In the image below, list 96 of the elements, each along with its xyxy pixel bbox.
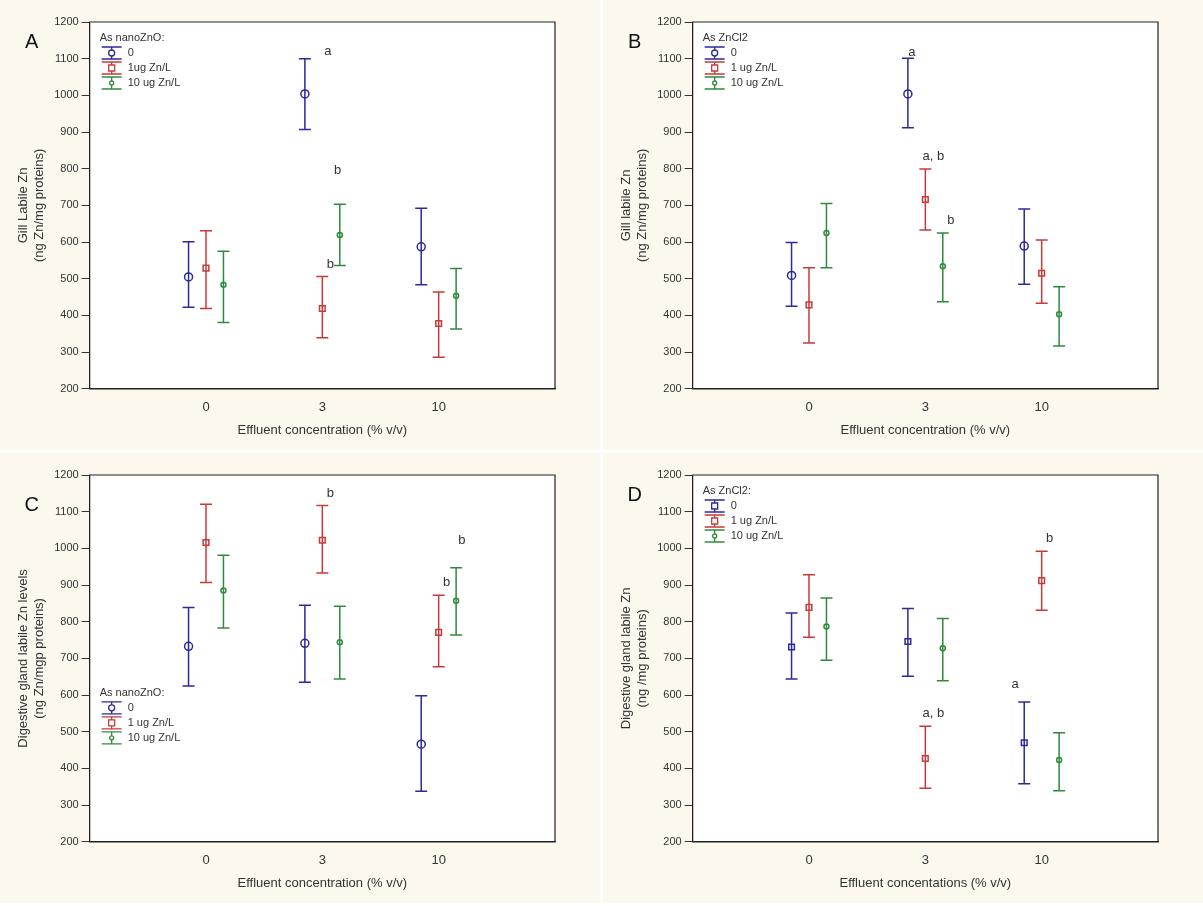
legend-label: 10 ug Zn/L (127, 730, 181, 743)
annotation: b (1046, 530, 1054, 546)
legend-label: 0 (730, 46, 737, 59)
x-axis-title: Effluent concentations (% v/v) (839, 874, 1012, 890)
y-tick-label: 1000 (54, 88, 79, 101)
y-tick-label: 1200 (54, 468, 79, 481)
x-tick-label: 3 (921, 852, 929, 868)
x-tick-label: 3 (318, 399, 326, 415)
y-tick-label: 700 (60, 651, 79, 664)
legend-title: As nanoZnO: (99, 31, 165, 44)
y-tick-label: 300 (663, 798, 682, 811)
y-tick-label: 800 (60, 614, 79, 627)
y-tick-label: 300 (60, 345, 79, 358)
legend-label: 10 ug Zn/L (730, 76, 784, 89)
y-tick-label: 1100 (658, 504, 682, 517)
x-axis-title: Effluent concentration (% v/v) (840, 421, 1011, 437)
x-tick-label: 3 (921, 399, 929, 415)
y-tick-label: 200 (60, 834, 79, 847)
text: C (24, 492, 39, 515)
y-tick-label: 800 (60, 161, 79, 174)
y-tick-label: 1100 (55, 51, 79, 64)
legend-title: As ZnCl2 (702, 31, 748, 44)
y-tick-label: 300 (60, 798, 79, 811)
y-tick-label: 1200 (657, 468, 682, 481)
chart-title: B (628, 29, 642, 52)
annotation: a, b (922, 148, 945, 164)
x-tick-label: 0 (805, 399, 813, 415)
y-tick-label: 200 (60, 381, 79, 394)
y-tick-label: 700 (60, 198, 79, 211)
y-tick-label: 1100 (55, 504, 79, 517)
y-axis-title: Digestive gland labile Zn levels (ng Zn/mgp proteins) (15, 568, 46, 748)
legend-label: 0 (127, 46, 134, 59)
y-tick-label: 600 (60, 235, 79, 248)
y-tick-label: 600 (663, 688, 682, 701)
legend-label: 10 ug Zn/L (730, 529, 784, 542)
legend-label: 1 ug Zn/L (730, 514, 778, 527)
y-tick-label: 500 (663, 724, 682, 737)
y-tick-label: 700 (663, 198, 682, 211)
y-tick-label: 1100 (658, 51, 682, 64)
y-tick-label: 600 (60, 688, 79, 701)
x-tick-label: 0 (805, 852, 813, 868)
y-axis-title: Digestive gland labile Zn (ng /mg proteins) (618, 587, 649, 730)
x-axis-title: Effluent concentration (% v/v) (237, 421, 408, 437)
chart-title: A (25, 29, 39, 52)
legend-label: 10 ug Zn/L (127, 76, 181, 89)
annotation: b (334, 162, 342, 178)
legend-title: As ZnCl2: (702, 484, 751, 497)
legend-label: 0 (730, 499, 737, 512)
y-tick-label: 1200 (54, 15, 79, 28)
x-tick-label: 10 (431, 399, 446, 415)
y-tick-label: 900 (663, 578, 682, 591)
y-tick-label: 200 (663, 834, 682, 847)
annotation: a (324, 42, 333, 58)
y-tick-label: 800 (663, 161, 682, 174)
y-tick-label: 500 (60, 724, 79, 737)
y-tick-label: 700 (663, 651, 682, 664)
annotation: b (326, 484, 334, 500)
y-tick-label: 1000 (657, 541, 682, 554)
y-tick-label: 300 (663, 345, 682, 358)
y-tick-label: 1000 (657, 88, 682, 101)
legend-label: 1ug Zn/L (127, 61, 172, 74)
chart-title: D (627, 482, 642, 505)
legend-label: 1 ug Zn/L (127, 715, 175, 728)
annotation: a, b (922, 705, 945, 721)
legend-label: 1 ug Zn/L (730, 61, 778, 74)
annotation: b (458, 532, 466, 548)
y-tick-label: 500 (663, 271, 682, 284)
annotation: b (443, 574, 451, 590)
x-tick-label: 3 (318, 852, 326, 868)
legend-title: As nanoZnO: (99, 685, 165, 698)
annotation: a (1011, 676, 1020, 692)
x-tick-label: 10 (431, 852, 446, 868)
y-tick-label: 400 (663, 308, 682, 321)
y-tick-label: 900 (663, 125, 682, 138)
y-tick-label: 900 (60, 578, 79, 591)
y-tick-label: 1200 (657, 15, 682, 28)
x-tick-label: 10 (1034, 399, 1049, 415)
y-tick-label: 1000 (54, 541, 79, 554)
x-tick-label: 10 (1034, 852, 1049, 868)
y-tick-label: 400 (663, 761, 682, 774)
y-axis-title: Gill labile Zn (ng Zn/mg proteins) (618, 148, 649, 263)
x-axis-title: Effluent concentration (% v/v) (237, 874, 408, 890)
y-tick-label: 400 (60, 761, 79, 774)
y-tick-label: 500 (60, 271, 79, 284)
y-tick-label: 600 (663, 235, 682, 248)
x-tick-label: 0 (202, 852, 210, 868)
y-tick-label: 800 (663, 614, 682, 627)
annotation: b (947, 211, 955, 227)
legend-label: 0 (127, 700, 134, 713)
annotation: b (326, 255, 334, 271)
y-axis-title: Gill Labile Zn (ng Zn/mg proteins) (15, 148, 46, 263)
y-tick-label: 400 (60, 308, 79, 321)
x-tick-label: 0 (202, 399, 210, 415)
y-tick-label: 200 (663, 381, 682, 394)
y-tick-label: 900 (60, 125, 79, 138)
annotation: a (908, 44, 917, 60)
